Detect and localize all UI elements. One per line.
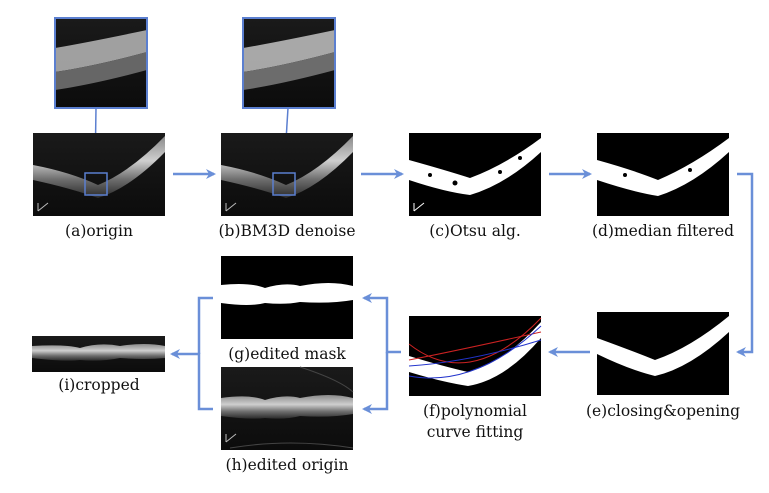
panel-polynomial-fit [408, 316, 542, 396]
label-polynomial-line2: curve fitting [427, 423, 524, 441]
panel-edited-origin [221, 366, 354, 450]
panel-closing-opening [597, 312, 729, 395]
arrow-g-to-i [197, 296, 213, 354]
label-median-filtered: (d)median filtered [592, 222, 734, 240]
panel-median-filtered [597, 133, 729, 216]
arrow-f-to-g [362, 293, 401, 354]
arrow-d-to-e [736, 172, 754, 357]
label-cropped: (i)cropped [58, 376, 139, 394]
label-polynomial-line1: (f)polynomial [423, 402, 527, 420]
label-otsu: (c)Otsu alg. [429, 222, 521, 240]
zoom-inset-denoise [242, 17, 336, 109]
label-bm3d-denoise: (b)BM3D denoise [219, 222, 356, 240]
zoom-inset-origin [54, 17, 148, 109]
arrow-h-to-i [170, 349, 213, 411]
panel-cropped [32, 336, 165, 372]
label-edited-origin: (h)edited origin [226, 456, 349, 474]
label-edited-mask: (g)edited mask [228, 345, 346, 363]
panel-otsu [409, 133, 541, 216]
panel-origin [33, 133, 165, 216]
arrow-f-to-h [362, 352, 389, 414]
panel-edited-mask [221, 256, 353, 339]
label-closing-opening: (e)closing&opening [586, 402, 740, 420]
label-origin: (a)origin [65, 222, 133, 240]
panel-bm3d-denoise [221, 133, 353, 216]
